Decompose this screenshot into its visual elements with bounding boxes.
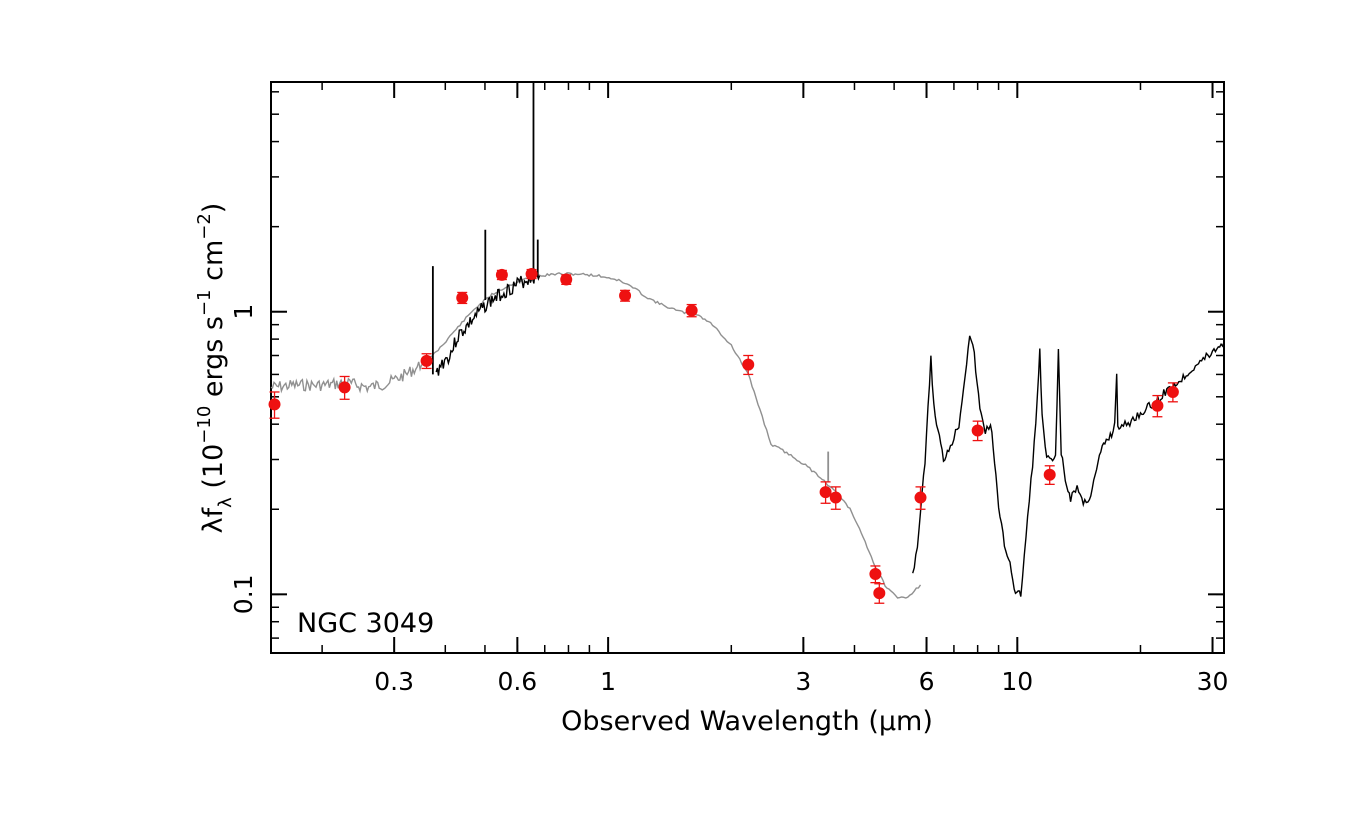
x-axis-title: Observed Wavelength (μm)	[561, 706, 933, 737]
photometry-point	[742, 358, 755, 371]
photometry-point	[873, 587, 886, 600]
photometry-point	[914, 491, 927, 504]
y-axis-title-close: )	[198, 203, 229, 214]
x-tick-label: 30	[1197, 667, 1229, 696]
photometry-point	[619, 289, 632, 302]
photometry-point	[829, 491, 842, 504]
photometry-point	[420, 354, 433, 367]
y-axis-title-exponent-1: −10	[194, 406, 215, 444]
y-axis-title: λfλ (10−10 ergs s−1 cm−2)	[194, 203, 236, 534]
x-tick-label: 0.3	[374, 667, 414, 696]
x-tick-label: 6	[919, 667, 935, 696]
x-tick-label: 10	[1001, 667, 1033, 696]
y-tick-label: 1	[229, 304, 258, 320]
y-axis-title-subscript: λ	[215, 497, 236, 508]
photometry-point	[1151, 399, 1164, 412]
x-tick-label: 3	[795, 667, 811, 696]
y-axis-title-cm: cm	[198, 240, 229, 290]
y-axis-title-exponent-3: −2	[194, 213, 215, 240]
photometry-point	[268, 398, 281, 411]
y-axis-title-ergs: ergs s	[198, 316, 229, 406]
y-axis-title-base: λf	[198, 506, 229, 533]
x-major-ticks: 0.3 0.6 1 3 6 10 30	[374, 82, 1228, 696]
photometry-point	[1166, 385, 1179, 398]
photometry-point	[525, 267, 538, 280]
photometry-point	[1043, 468, 1056, 481]
x-tick-label: 1	[600, 667, 616, 696]
y-axis-title-open: (10	[198, 444, 229, 497]
plot-frame	[270, 81, 1225, 654]
photometry-point	[495, 268, 508, 281]
y-axis-title-exponent-2: −1	[194, 289, 215, 316]
photometry-point	[819, 486, 832, 499]
photometry-point	[869, 568, 882, 581]
photometry-point	[560, 273, 573, 286]
photometry-points	[268, 267, 1179, 604]
photometry-point	[338, 381, 351, 394]
y-tick-label: 0.1	[229, 574, 258, 614]
optical-spectrum-line	[435, 268, 541, 376]
galaxy-name-annotation: NGC 3049	[297, 608, 434, 639]
photometry-point	[456, 291, 469, 304]
photometry-point	[685, 304, 698, 317]
y-major-ticks: 0.11	[229, 304, 1224, 614]
x-tick-label: 0.6	[497, 667, 537, 696]
photometry-point	[971, 424, 984, 437]
